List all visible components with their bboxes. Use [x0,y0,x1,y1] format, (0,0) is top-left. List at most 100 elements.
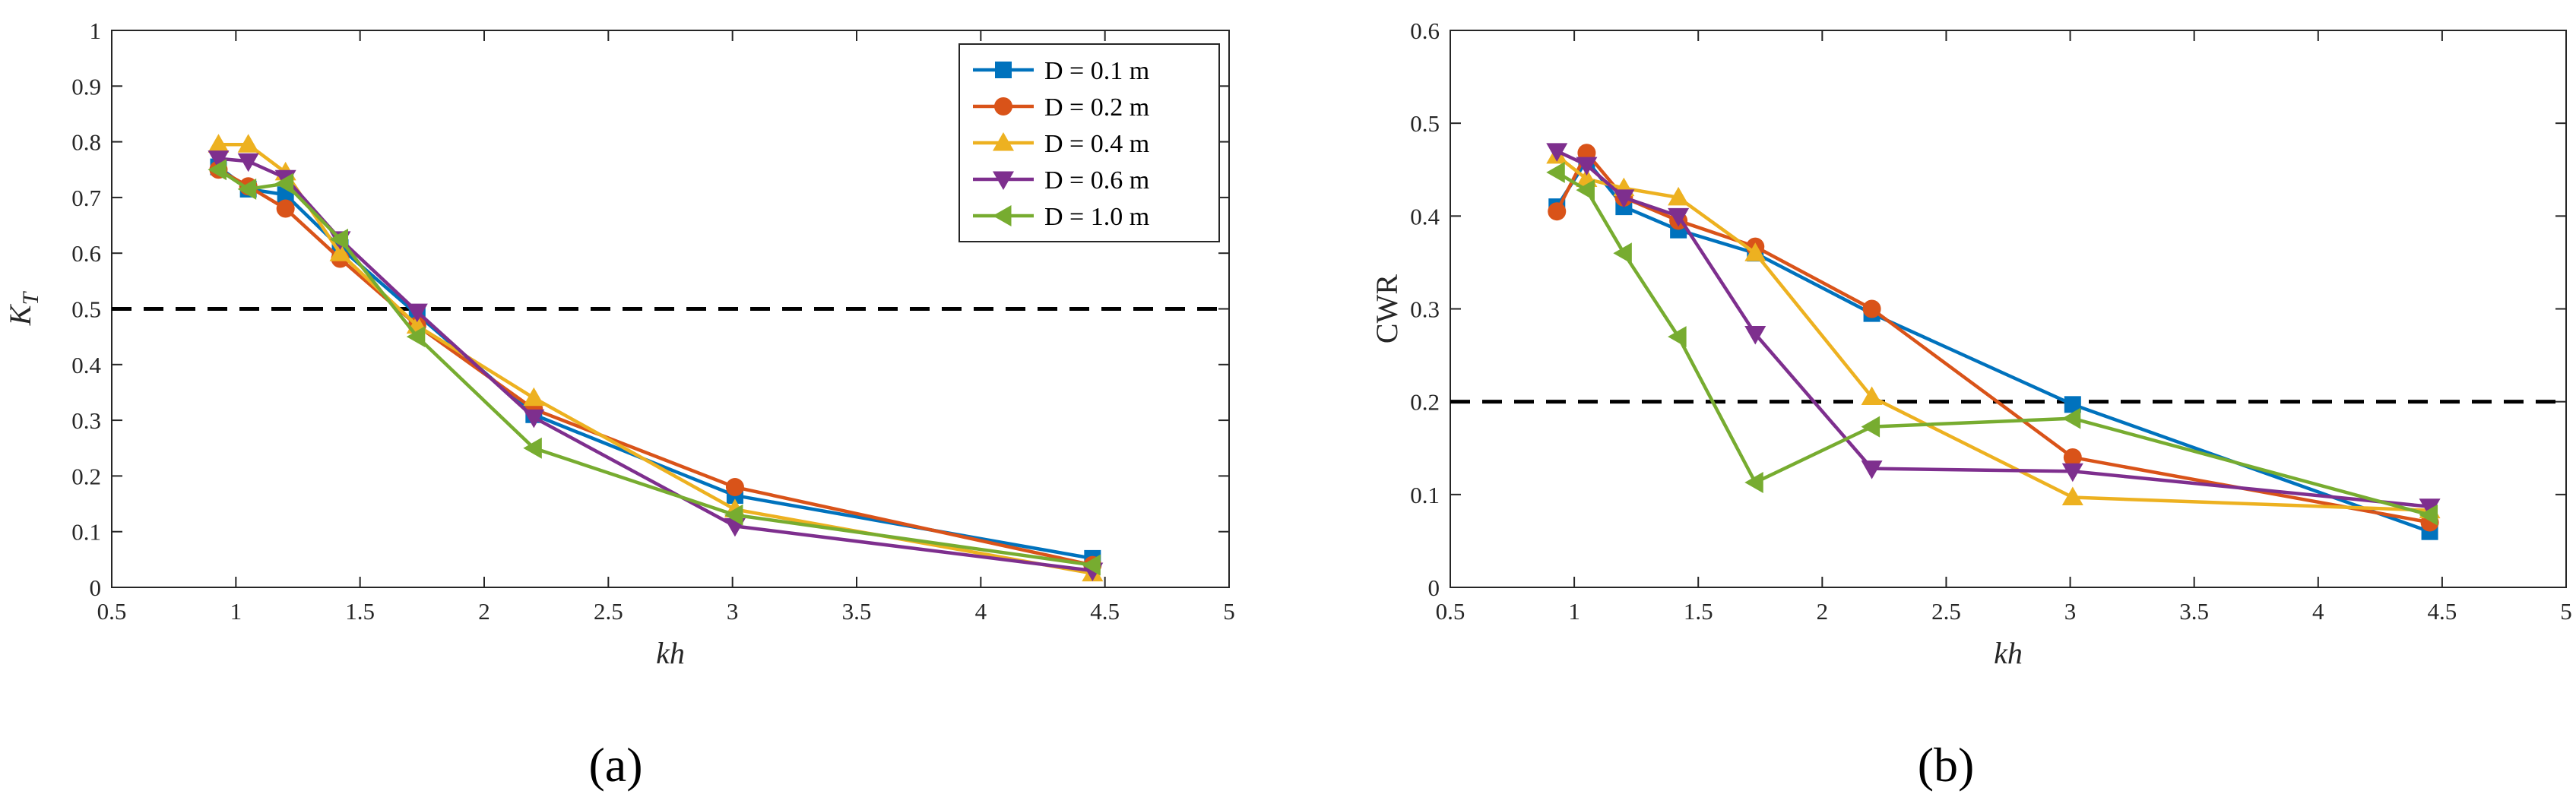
data-point [276,199,295,218]
data-point [274,172,294,195]
data-point [1861,460,1883,479]
x-tick-label: 2 [478,598,490,625]
y-axis-label: KT [3,291,43,327]
series-line [1555,158,2431,533]
data-point [2419,498,2441,517]
data-point [2061,463,2083,483]
panel-a-chart: 0.5 1 1.5 2 2.5 3 3.5 4 4.5 5 0 0.1 0.2 0.3 0.4 0.5 0.6 0… [3,17,1235,792]
y-tick-label: 0.2 [1410,389,1440,416]
x-tick-label: 1 [230,598,242,625]
x-tick-label: 4 [975,598,987,625]
data-point [1546,161,1565,183]
x-axis-label: kh [656,636,685,670]
y-tick-label: 0.4 [71,352,101,378]
x-tick-label: 2.5 [1931,598,1961,625]
data-point [523,409,545,429]
legend-label: D = 0.1 m [1044,57,1149,85]
data-point [724,504,743,526]
data-point [1613,242,1632,264]
x-tick-label: 1.5 [345,598,375,625]
data-point [1082,554,1101,576]
y-tick-label: 0.7 [71,185,101,211]
data-point [1862,299,1881,318]
series-line [1556,149,2430,508]
data-point [1668,207,1690,227]
legend-marker [993,132,1014,151]
legend-label: D = 0.6 m [1044,166,1149,195]
x-tick-label: 3 [727,598,739,625]
x-tick-label: 5 [2560,598,2572,625]
x-tick-label: 2 [1817,598,1829,625]
legend-label: D = 0.2 m [1044,93,1149,122]
data-point [237,134,259,153]
y-tick-label: 0.2 [71,463,101,489]
x-tick-label: 5 [1223,598,1235,625]
data-point [208,150,230,169]
x-tick-label: 0.5 [97,598,127,625]
series-line [218,157,1093,573]
data-point [406,326,426,348]
x-tick-label: 2.5 [594,598,623,625]
legend-label: D = 0.4 m [1044,130,1149,158]
y-tick-label: 0 [1428,574,1440,601]
y-tick-label: 0.6 [71,240,101,267]
legend-marker [993,205,1012,226]
y-tick-label: 1 [90,17,102,44]
data-point [2061,407,2081,429]
data-point [1613,189,1635,208]
x-tick-label: 3.5 [2179,598,2209,625]
x-tick-label: 4.5 [2428,598,2457,625]
data-point [1668,186,1690,206]
data-point [1548,202,1567,221]
y-tick-label: 0.8 [71,129,101,156]
data-point [2063,448,2082,467]
data-point [406,303,428,323]
x-tick-label: 1 [1568,598,1580,625]
x-tick-label: 3.5 [842,598,872,625]
series-line [1556,170,2431,517]
y-tick-label: 0.3 [1410,296,1440,323]
data-point [1744,242,1766,261]
data-point [1576,157,1598,176]
x-tick-label: 3 [2064,598,2077,625]
data-point [329,228,349,250]
legend-label: D = 1.0 m [1044,203,1149,231]
panel-b-chart: 0.5 1 1.5 2 2.5 3 3.5 4 4.5 5 0 0.1 0.2 0.3 0.4 0.5 0.6 k… [1370,17,2572,792]
legend-marker [995,62,1012,78]
data-point [1861,386,1883,406]
y-axis-label-main: K [3,303,37,326]
data-point [523,387,545,407]
y-tick-label: 0.5 [71,296,101,323]
y-tick-label: 0.4 [1410,203,1440,229]
data-point [725,478,744,497]
data-point [523,437,542,459]
legend-marker [994,97,1012,115]
data-point [208,159,227,181]
data-point [329,242,351,261]
y-tick-label: 0 [90,574,102,601]
y-tick-label: 0.1 [1410,482,1440,508]
data-point [1668,326,1687,348]
y-tick-label: 0.3 [71,407,101,434]
data-point [2064,396,2081,413]
data-point [2061,486,2083,505]
data-point [1546,143,1568,162]
y-tick-label: 0.6 [1410,17,1440,44]
data-point [1744,325,1766,345]
data-point [1744,471,1763,493]
data-point [237,178,257,200]
x-tick-label: 1.5 [1684,598,1713,625]
data-point [237,153,259,172]
x-axis-label: kh [1994,636,2023,670]
x-tick-label: 4.5 [1090,598,1120,625]
data-point [2419,504,2438,526]
y-tick-label: 0.1 [71,519,101,546]
x-tick-label: 0.5 [1436,598,1465,625]
panel-label: (a) [588,738,642,792]
data-point [208,134,230,153]
data-point [1861,416,1881,438]
y-tick-label: 0.9 [71,73,101,100]
panel-label: (b) [1918,738,1975,792]
data-point [1576,179,1595,201]
